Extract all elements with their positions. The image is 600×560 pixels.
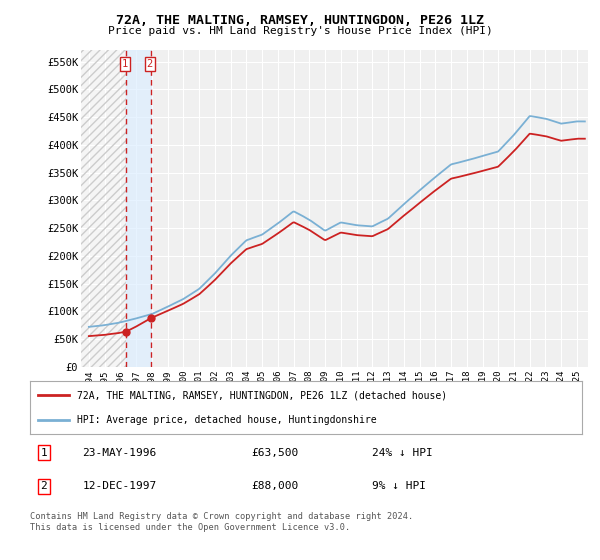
Bar	[81, 50, 126, 367]
Text: 9% ↓ HPI: 9% ↓ HPI	[372, 481, 426, 491]
Text: 2: 2	[146, 59, 153, 69]
Text: 1: 1	[40, 448, 47, 458]
Text: £88,000: £88,000	[251, 481, 298, 491]
Text: 72A, THE MALTING, RAMSEY, HUNTINGDON, PE26 1LZ: 72A, THE MALTING, RAMSEY, HUNTINGDON, PE…	[116, 14, 484, 27]
Text: 1: 1	[122, 59, 128, 69]
Text: HPI: Average price, detached house, Huntingdonshire: HPI: Average price, detached house, Hunt…	[77, 414, 377, 424]
Text: Contains HM Land Registry data © Crown copyright and database right 2024.
This d: Contains HM Land Registry data © Crown c…	[30, 512, 413, 532]
Text: 12-DEC-1997: 12-DEC-1997	[82, 481, 157, 491]
Text: Price paid vs. HM Land Registry's House Price Index (HPI): Price paid vs. HM Land Registry's House …	[107, 26, 493, 36]
Text: 72A, THE MALTING, RAMSEY, HUNTINGDON, PE26 1LZ (detached house): 72A, THE MALTING, RAMSEY, HUNTINGDON, PE…	[77, 390, 447, 400]
Text: 2: 2	[40, 481, 47, 491]
Text: 24% ↓ HPI: 24% ↓ HPI	[372, 448, 433, 458]
Bar	[81, 50, 126, 367]
Text: £63,500: £63,500	[251, 448, 298, 458]
Text: 23-MAY-1996: 23-MAY-1996	[82, 448, 157, 458]
Bar	[126, 50, 151, 367]
